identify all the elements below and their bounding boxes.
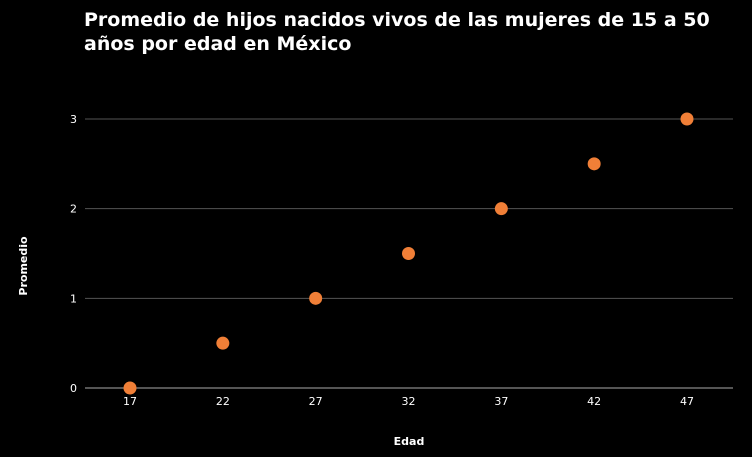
y-tick-label: 1 (70, 292, 77, 305)
data-point (402, 247, 415, 260)
y-axis-title: Promedio (17, 236, 30, 296)
y-tick-label: 0 (70, 382, 77, 395)
y-tick-label: 2 (70, 203, 77, 216)
data-points (123, 112, 694, 395)
grid-layer (85, 118, 733, 299)
x-tick-label: 42 (587, 395, 601, 408)
x-tick-label: 47 (680, 395, 694, 408)
data-point (494, 202, 508, 216)
data-point (587, 157, 601, 171)
x-axis-title: Edad (394, 435, 425, 448)
x-tick-label: 32 (402, 395, 416, 408)
chart-title: Promedio de hijos nacidos vivos de las m… (84, 9, 710, 55)
tick-labels: 0 1 2 3 17 22 27 32 37 42 47 (70, 113, 694, 408)
data-point (309, 291, 323, 305)
data-point (123, 381, 137, 395)
x-tick-label: 37 (494, 395, 508, 408)
x-tick-label: 27 (309, 395, 323, 408)
data-point (680, 112, 694, 126)
x-tick-label: 17 (123, 395, 137, 408)
x-tick-label: 22 (216, 395, 230, 408)
y-tick-label: 3 (70, 113, 77, 126)
data-point (216, 336, 230, 350)
